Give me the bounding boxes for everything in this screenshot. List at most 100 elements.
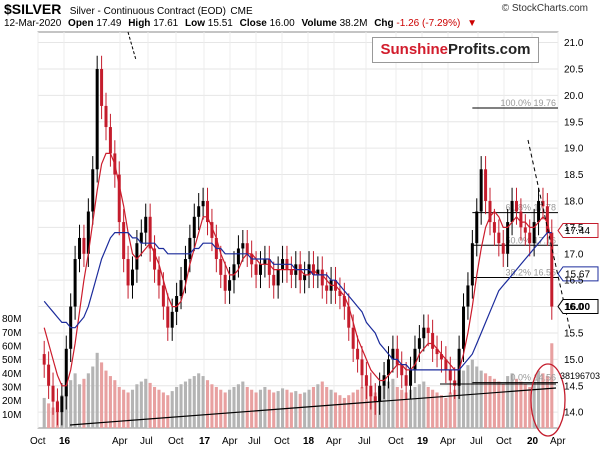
volume-label: Volume (301, 18, 337, 29)
candle-body (51, 385, 55, 402)
volume-bar (444, 397, 448, 428)
volume-bar (484, 373, 488, 428)
volume-bar (395, 387, 399, 428)
candle-body (325, 285, 329, 291)
volume-tick-label: 20M (2, 396, 21, 407)
candle-body (82, 237, 86, 254)
candle-body (320, 269, 324, 286)
date: 12-Mar-2020 (4, 18, 62, 29)
candle-body (510, 200, 514, 223)
candle-body (201, 200, 205, 207)
candle-body (373, 396, 377, 402)
volume-bar (144, 378, 148, 428)
candle-body (391, 348, 395, 360)
fibonacci-label: 38.2% 16.55 (505, 268, 556, 278)
volume-bar (497, 381, 501, 428)
price-tick-label: 18.0 (564, 196, 584, 207)
candle-body (298, 264, 302, 281)
x-tick-label: 19 (417, 436, 429, 447)
price-tick-label: 14.0 (564, 408, 584, 419)
candle-body (422, 327, 426, 339)
volume-bar (69, 380, 73, 428)
volume-bar (188, 378, 192, 428)
candle-body (426, 327, 430, 333)
volume-bar (104, 370, 108, 428)
open-value: 17.49 (96, 18, 122, 29)
plot-frame (37, 31, 559, 429)
volume-bar (461, 370, 466, 428)
candle-body (545, 206, 549, 233)
volume-tick-label: 30M (2, 383, 21, 394)
volume-bar (360, 387, 364, 428)
volume-bar (466, 365, 470, 428)
candle-body (157, 269, 161, 286)
candle-body (73, 259, 77, 307)
candle-body (86, 211, 90, 254)
volume-bar (391, 378, 395, 428)
volume-bar (422, 381, 426, 428)
volume-bar (42, 397, 46, 428)
sunshine-profits-logo: SunshineProfits.com (372, 37, 539, 63)
volume-bar (311, 387, 315, 428)
volume-bar (320, 381, 324, 428)
volume-bar (95, 352, 99, 428)
candle-body (488, 200, 492, 223)
x-tick-label: Apr (440, 436, 456, 447)
x-tick-label: Apr (550, 436, 566, 447)
candle-body (417, 338, 421, 349)
candle-body (153, 248, 157, 270)
candle-body (351, 327, 355, 349)
volume-bar (108, 376, 112, 428)
x-tick-label: Jul (470, 436, 483, 447)
volume-bar (263, 387, 267, 428)
candle-body (219, 259, 223, 275)
volume-bar (153, 387, 157, 428)
candle-body (108, 127, 112, 154)
volume-bar (550, 343, 554, 428)
price-tick-label: 17.0 (564, 249, 584, 260)
candle-body (369, 385, 373, 397)
volume-bar (241, 381, 245, 428)
candle-body (466, 285, 470, 307)
volume-bar (356, 389, 360, 428)
candle-body (188, 237, 192, 260)
candle-body (386, 359, 390, 376)
volume-bar (457, 378, 461, 428)
candle-body (245, 243, 249, 254)
candle-body (148, 216, 152, 249)
candle-body (100, 68, 104, 106)
volume-bar (219, 389, 223, 428)
candle-body (161, 285, 165, 307)
candle-body (210, 222, 214, 238)
price-tick-label: 16.0 (564, 302, 584, 313)
volume-bar (210, 384, 214, 428)
price-tag-label: 17.44 (565, 226, 590, 237)
candle-body (122, 222, 126, 260)
candle-body (448, 369, 452, 381)
price-tick-label: 20.5 (564, 64, 584, 75)
candle-body (462, 306, 466, 349)
volume-bar (122, 389, 126, 428)
volume-bar (179, 384, 183, 428)
volume-bar (135, 384, 139, 428)
volume-bar (157, 389, 161, 428)
candle-body (431, 332, 435, 349)
volume-bar (479, 370, 483, 428)
candle-body (263, 259, 267, 265)
volume-tick-label: 50M (2, 355, 21, 366)
x-tick-label: 20 (527, 436, 539, 447)
source-credit: © StockCharts.com (501, 3, 588, 14)
x-tick-label: Oct (168, 436, 184, 447)
volume-bar (82, 378, 86, 428)
volume-bar (205, 380, 210, 428)
volume-bar (488, 376, 492, 428)
candle-body (470, 243, 474, 286)
candle-body (479, 169, 483, 212)
candle-body (254, 264, 258, 275)
volume-bar (537, 370, 541, 428)
volume-bar (232, 387, 236, 428)
volume-bar (126, 392, 130, 428)
chg-label: Chg (374, 18, 394, 29)
volume-bar (409, 389, 413, 428)
